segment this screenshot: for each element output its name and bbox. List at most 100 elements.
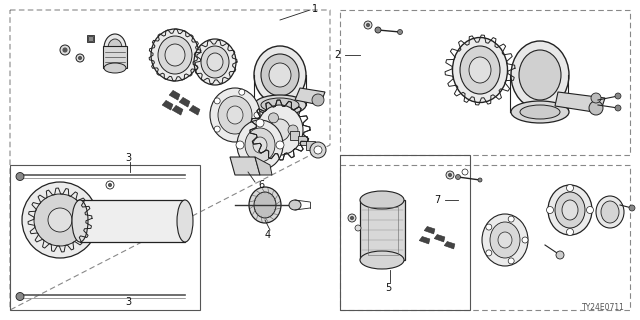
Text: 5: 5 [385, 283, 391, 293]
Bar [306, 141, 315, 150]
Circle shape [364, 21, 372, 29]
Ellipse shape [218, 96, 252, 134]
Circle shape [348, 214, 356, 222]
Circle shape [16, 172, 24, 180]
Ellipse shape [482, 214, 528, 266]
Circle shape [566, 185, 573, 191]
Ellipse shape [151, 29, 199, 81]
Circle shape [16, 292, 24, 300]
Circle shape [589, 101, 603, 115]
Circle shape [615, 105, 621, 111]
Ellipse shape [72, 200, 88, 242]
Circle shape [375, 27, 381, 33]
Ellipse shape [254, 95, 306, 115]
Ellipse shape [254, 46, 306, 104]
Ellipse shape [207, 53, 223, 71]
Ellipse shape [460, 46, 500, 94]
Circle shape [547, 206, 554, 213]
Ellipse shape [498, 232, 512, 248]
Circle shape [629, 205, 635, 211]
Ellipse shape [104, 63, 126, 73]
Circle shape [446, 171, 454, 179]
Circle shape [48, 208, 72, 232]
Circle shape [310, 142, 326, 158]
Text: 7: 7 [434, 195, 440, 205]
Circle shape [312, 94, 324, 106]
Circle shape [486, 224, 492, 230]
Ellipse shape [490, 222, 520, 258]
Ellipse shape [249, 187, 281, 223]
Ellipse shape [360, 251, 404, 269]
Circle shape [22, 182, 98, 258]
Ellipse shape [261, 98, 299, 112]
Ellipse shape [254, 192, 276, 218]
Circle shape [367, 23, 369, 27]
Ellipse shape [108, 39, 122, 57]
Ellipse shape [158, 36, 192, 74]
Ellipse shape [469, 57, 491, 83]
Bar [368, 207, 398, 255]
Circle shape [355, 225, 361, 231]
Bar [298, 136, 307, 145]
Ellipse shape [210, 88, 260, 142]
Circle shape [269, 113, 278, 123]
Ellipse shape [520, 105, 560, 119]
Ellipse shape [596, 196, 624, 228]
Ellipse shape [601, 201, 619, 223]
Polygon shape [230, 157, 260, 175]
Text: 3: 3 [125, 297, 131, 307]
Circle shape [615, 93, 621, 99]
Circle shape [288, 125, 298, 135]
Circle shape [34, 194, 86, 246]
Ellipse shape [165, 44, 185, 66]
Circle shape [239, 89, 244, 95]
Bar [87, 35, 94, 42]
Bar [290, 131, 299, 140]
Polygon shape [80, 200, 185, 242]
Circle shape [556, 251, 564, 259]
Circle shape [314, 146, 322, 154]
Circle shape [63, 48, 67, 52]
Ellipse shape [201, 46, 229, 78]
Circle shape [254, 112, 260, 118]
Circle shape [239, 135, 244, 141]
Circle shape [79, 57, 81, 60]
Ellipse shape [519, 50, 561, 100]
Ellipse shape [104, 34, 126, 62]
Ellipse shape [452, 37, 508, 102]
Circle shape [214, 98, 220, 104]
Circle shape [269, 137, 278, 147]
Text: 3: 3 [125, 153, 131, 163]
Polygon shape [172, 105, 183, 115]
Ellipse shape [562, 200, 578, 220]
Text: 4: 4 [265, 230, 271, 240]
Text: 1: 1 [312, 4, 318, 14]
Circle shape [256, 119, 264, 127]
Circle shape [456, 174, 461, 180]
Ellipse shape [257, 105, 303, 155]
Ellipse shape [511, 101, 569, 123]
Polygon shape [419, 236, 430, 244]
Polygon shape [169, 91, 180, 100]
Ellipse shape [237, 120, 283, 170]
Circle shape [508, 258, 514, 264]
Bar [340, 155, 470, 310]
Ellipse shape [227, 106, 243, 124]
Ellipse shape [269, 63, 291, 87]
Bar [103, 46, 127, 68]
Circle shape [522, 237, 528, 243]
Circle shape [351, 217, 353, 220]
Circle shape [256, 163, 264, 171]
Ellipse shape [261, 54, 299, 96]
Ellipse shape [194, 39, 236, 85]
Ellipse shape [360, 191, 404, 209]
Circle shape [486, 250, 492, 256]
Circle shape [276, 141, 284, 149]
Ellipse shape [177, 200, 193, 242]
Polygon shape [444, 242, 455, 249]
Circle shape [60, 45, 70, 55]
Circle shape [508, 216, 514, 222]
Circle shape [76, 54, 84, 62]
Bar [10, 165, 200, 310]
Circle shape [591, 93, 601, 103]
